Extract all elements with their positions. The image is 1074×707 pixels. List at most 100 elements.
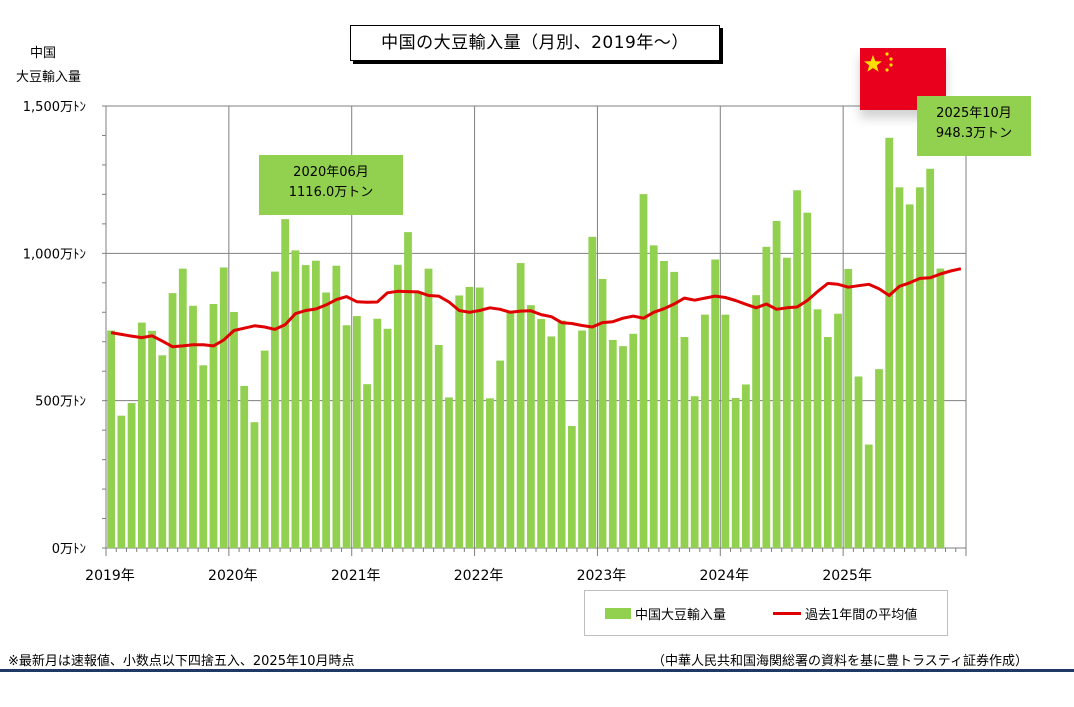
bar xyxy=(701,314,709,548)
bar xyxy=(240,385,249,548)
bar xyxy=(363,384,371,548)
bar xyxy=(731,398,740,548)
bar xyxy=(619,346,627,548)
bar xyxy=(393,264,402,548)
bar xyxy=(741,384,750,548)
bar-series xyxy=(107,137,945,549)
bar xyxy=(905,204,914,548)
y-tick-label: 1,500万ﾄﾝ xyxy=(23,100,86,115)
bar xyxy=(373,318,382,548)
bar xyxy=(414,293,423,548)
bar xyxy=(690,396,699,548)
bar xyxy=(660,260,668,548)
bar xyxy=(148,330,156,548)
chart-axes xyxy=(102,105,967,556)
bar xyxy=(916,187,924,548)
bar xyxy=(588,236,597,548)
bar xyxy=(793,190,801,549)
bar xyxy=(854,376,863,548)
bar xyxy=(158,355,167,548)
bar xyxy=(823,337,832,548)
bar xyxy=(772,220,781,549)
bar xyxy=(578,330,586,548)
y-tick-labels: 0万ﾄﾝ 500万ﾄﾝ 1,000万ﾄﾝ 1,500万ﾄﾝ xyxy=(23,100,86,557)
bar xyxy=(803,212,812,549)
bar xyxy=(639,194,648,548)
bar xyxy=(598,278,607,548)
bar xyxy=(926,168,935,548)
bar xyxy=(311,260,320,548)
legend-bar-swatch xyxy=(605,608,631,619)
x-tick-labels: 2019年 2020年 2021年 2022年 2023年 2024年 2025年 xyxy=(85,568,872,584)
y-axis-title-line1: 中国 xyxy=(30,46,57,61)
bar xyxy=(230,311,238,548)
y-axis-title-line2: 大豆輸入量 xyxy=(16,70,82,85)
bar xyxy=(813,309,822,548)
moving-average-line xyxy=(110,267,962,349)
footer-divider xyxy=(0,669,1074,672)
bar xyxy=(936,268,945,548)
bar xyxy=(752,295,761,548)
x-tick-label: 2021年 xyxy=(331,568,381,584)
bar xyxy=(250,422,259,548)
bar xyxy=(885,137,894,548)
bar xyxy=(782,257,791,548)
x-tick-label: 2019年 xyxy=(85,568,135,584)
y-tick-label: 1,000万ﾄﾝ xyxy=(23,247,86,262)
x-tick-label: 2022年 xyxy=(454,568,504,584)
bar xyxy=(383,328,392,548)
bar xyxy=(189,305,197,548)
legend-bar-label: 中国大豆輸入量 xyxy=(635,608,727,623)
bar xyxy=(608,339,617,548)
legend-line-swatch xyxy=(773,612,801,615)
chart-legend: 中国大豆輸入量 過去1年間の平均値 xyxy=(584,590,948,636)
bar xyxy=(137,322,146,548)
bar xyxy=(864,444,873,548)
bar xyxy=(711,259,720,548)
china-flag-stars xyxy=(864,52,893,72)
bar xyxy=(260,350,269,548)
bar xyxy=(680,337,689,548)
bar xyxy=(404,232,412,548)
bar xyxy=(557,320,566,548)
bar xyxy=(445,397,453,548)
bar xyxy=(465,286,474,548)
bar xyxy=(199,365,208,548)
bar xyxy=(168,293,177,548)
x-tick-label: 2025年 xyxy=(822,568,872,584)
y-tick-label: 0万ﾄﾝ xyxy=(52,542,86,557)
bar xyxy=(281,219,290,549)
bar xyxy=(567,426,576,548)
callout-2020-06-value: 1116.0万トン xyxy=(288,185,374,200)
bar xyxy=(322,292,331,548)
callout-2020-06-date: 2020年06月 xyxy=(293,165,369,180)
bar xyxy=(291,250,300,549)
callout-2020-06: 2020年06月 1116.0万トン xyxy=(259,155,403,215)
bar xyxy=(895,187,904,548)
bar xyxy=(486,398,494,548)
source-note-right: （中華人民共和国海関総署の資料を基に豊トラスティ証券作成） xyxy=(652,654,1028,669)
bar xyxy=(475,287,484,548)
x-tick-label: 2024年 xyxy=(699,568,749,584)
x-tick-label: 2023年 xyxy=(577,568,627,584)
bar xyxy=(424,268,433,548)
bar xyxy=(352,316,361,548)
bar xyxy=(117,415,126,548)
bar xyxy=(209,304,218,548)
bar xyxy=(547,336,556,548)
bar xyxy=(721,314,730,548)
chart-title: 中国の大豆輸入量（月別、2019年～） xyxy=(350,25,720,61)
bar xyxy=(496,360,505,548)
bar xyxy=(506,310,515,548)
bar xyxy=(271,271,279,548)
bar xyxy=(537,319,546,548)
bar xyxy=(670,271,679,548)
bar xyxy=(834,313,842,548)
bar xyxy=(762,246,771,549)
legend-line-label: 過去1年間の平均値 xyxy=(805,608,918,623)
bar xyxy=(219,267,228,548)
bar xyxy=(107,330,116,548)
x-tick-label: 2020年 xyxy=(208,568,258,584)
bar xyxy=(629,333,638,548)
